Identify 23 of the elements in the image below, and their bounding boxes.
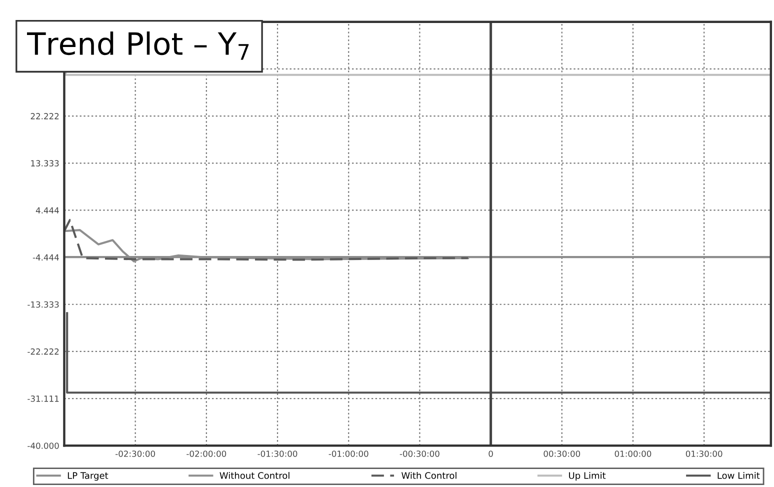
x-tick-label: 01:30:00 bbox=[686, 450, 722, 457]
y-tick-label: -13.333 bbox=[28, 301, 59, 308]
x-tick-label: -02:00:00 bbox=[186, 450, 226, 457]
y-tick-label: -40.000 bbox=[28, 442, 59, 449]
y-tick-label: -31.111 bbox=[28, 396, 59, 402]
legend-label: With Control bbox=[402, 472, 456, 479]
y-tick-label: 13.333 bbox=[31, 160, 59, 166]
y-tick-label: 4.444 bbox=[36, 207, 59, 214]
legend-label: Low Limit bbox=[718, 472, 760, 479]
chart-title: Trend Plot – Y$_{7}$ bbox=[27, 31, 249, 60]
x-tick-label: -02:30:00 bbox=[116, 450, 155, 457]
x-tick-label: 01:00:00 bbox=[614, 450, 652, 457]
legend-label: LP Target bbox=[68, 472, 108, 481]
x-tick-label: -00:30:00 bbox=[400, 450, 440, 457]
y-tick-label: -4.444 bbox=[32, 254, 59, 260]
legend-label: Up Limit bbox=[569, 472, 606, 481]
y-tick-label: -22.222 bbox=[28, 348, 59, 355]
x-tick-label: -01:30:00 bbox=[258, 450, 298, 457]
legend-label: Without Control bbox=[220, 472, 290, 479]
x-tick-label: 0 bbox=[488, 450, 493, 457]
x-tick-label: -01:00:00 bbox=[328, 450, 368, 457]
x-tick-label: 00:30:00 bbox=[544, 450, 580, 457]
y-tick-label: 22.222 bbox=[30, 113, 59, 120]
